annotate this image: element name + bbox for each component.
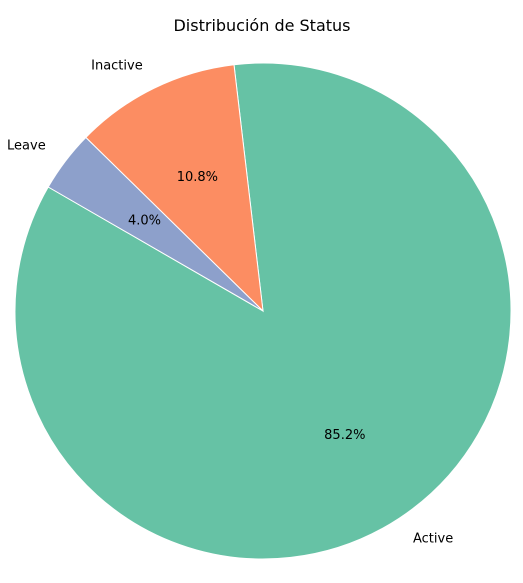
slice-label-leave: Leave <box>7 139 46 154</box>
pie-slice-leave <box>47 136 264 312</box>
slice-label-active: Active <box>413 531 453 546</box>
pie-slice-inactive <box>85 64 264 313</box>
slice-label-inactive: Inactive <box>91 59 143 74</box>
pie-slices <box>14 62 512 560</box>
slice-percent-leave: 4.0% <box>128 214 161 229</box>
pie-labels: Active 85.2% Inactive 10.8% Leave 4.0% <box>7 59 453 547</box>
slice-percent-inactive: 10.8% <box>177 170 218 185</box>
chart-title: Distribución de Status <box>173 16 350 35</box>
slice-percent-active: 85.2% <box>324 428 365 443</box>
